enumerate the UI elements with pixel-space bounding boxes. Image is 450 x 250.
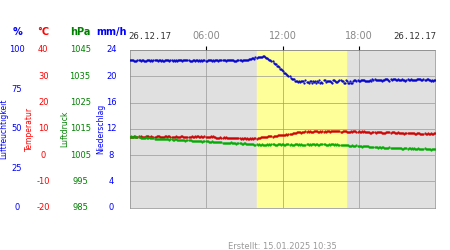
- Text: Niederschlag: Niederschlag: [96, 104, 105, 154]
- Text: 25: 25: [12, 164, 22, 172]
- Text: 30: 30: [38, 72, 49, 81]
- Text: %: %: [12, 28, 22, 38]
- Text: 1015: 1015: [70, 124, 90, 133]
- Text: 50: 50: [12, 124, 22, 133]
- Text: hPa: hPa: [70, 28, 90, 38]
- Text: -20: -20: [36, 203, 50, 212]
- Text: 10: 10: [38, 124, 49, 133]
- Text: 0: 0: [40, 150, 46, 160]
- Text: 20: 20: [106, 72, 117, 81]
- Text: °C: °C: [37, 28, 49, 38]
- Text: 1025: 1025: [70, 98, 90, 107]
- Text: 4: 4: [108, 177, 114, 186]
- Bar: [257, 50, 346, 207]
- Text: Temperatur: Temperatur: [25, 107, 34, 151]
- Text: 1045: 1045: [70, 46, 90, 54]
- Text: Luftdruck: Luftdruck: [60, 110, 69, 147]
- Text: Luftfeuchtigkeit: Luftfeuchtigkeit: [0, 98, 8, 159]
- Text: 8: 8: [108, 150, 114, 160]
- Text: 24: 24: [106, 46, 117, 54]
- Text: 26.12.17: 26.12.17: [129, 32, 171, 40]
- Text: 985: 985: [72, 203, 88, 212]
- Text: 12: 12: [106, 124, 117, 133]
- Text: 1035: 1035: [70, 72, 90, 81]
- Text: 26.12.17: 26.12.17: [394, 32, 436, 40]
- Text: 40: 40: [38, 46, 49, 54]
- Text: 75: 75: [12, 85, 22, 94]
- Text: 0: 0: [14, 203, 20, 212]
- Text: Erstellt: 15.01.2025 10:35: Erstellt: 15.01.2025 10:35: [228, 242, 337, 250]
- Text: -10: -10: [36, 177, 50, 186]
- Text: 995: 995: [72, 177, 88, 186]
- Text: 16: 16: [106, 98, 117, 107]
- Text: 20: 20: [38, 98, 49, 107]
- Text: 1005: 1005: [70, 150, 90, 160]
- Text: mm/h: mm/h: [96, 28, 126, 38]
- Text: 0: 0: [108, 203, 114, 212]
- Text: 100: 100: [9, 46, 25, 54]
